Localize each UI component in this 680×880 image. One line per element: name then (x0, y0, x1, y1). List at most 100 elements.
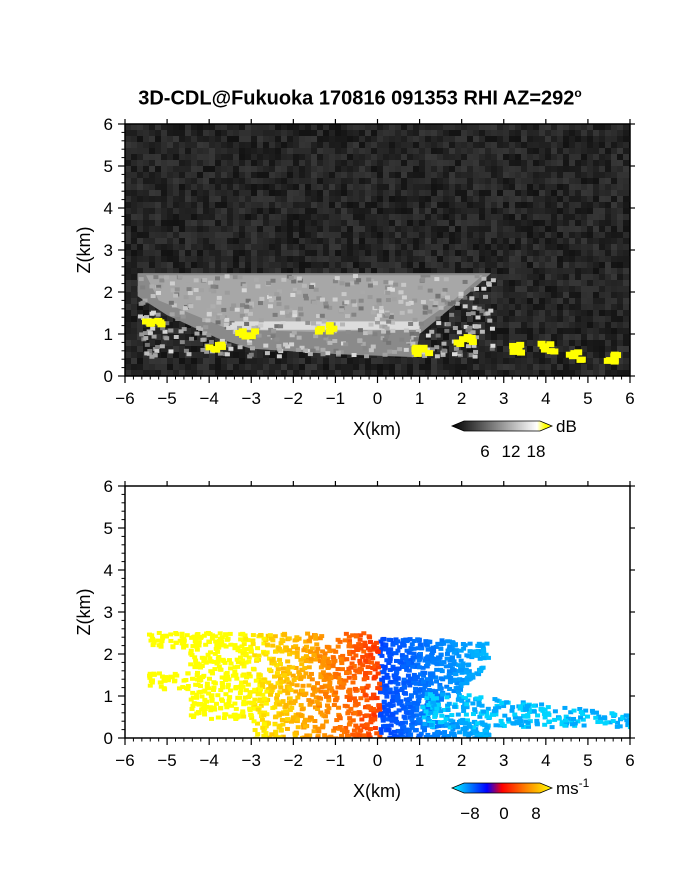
noise-pixel (125, 148, 131, 154)
noise-pixel (605, 268, 611, 274)
strong-return (411, 346, 420, 353)
noise-pixel (533, 364, 539, 370)
negative-velocity-pixel (380, 642, 386, 647)
noise-pixel (425, 232, 431, 238)
noise-pixel (227, 148, 233, 154)
noise-pixel (437, 370, 443, 376)
noise-pixel (359, 190, 365, 196)
negative-velocity-pixel (388, 679, 394, 684)
echo-pixel (182, 306, 188, 311)
echo-pixel (338, 350, 344, 355)
noise-pixel (371, 370, 377, 376)
noise-pixel (155, 172, 161, 178)
noise-pixel (491, 352, 497, 358)
noise-pixel (383, 178, 389, 184)
noise-pixel (605, 202, 611, 208)
noise-pixel (527, 262, 533, 268)
noise-pixel (569, 232, 575, 238)
noise-pixel (311, 160, 317, 166)
noise-pixel (617, 202, 623, 208)
noise-pixel (305, 172, 311, 178)
noise-pixel (479, 352, 485, 358)
colorbar-db (450, 420, 554, 432)
noise-pixel (461, 136, 467, 142)
noise-pixel (173, 190, 179, 196)
noise-pixel (605, 352, 611, 358)
noise-pixel (557, 370, 563, 376)
noise-pixel (521, 238, 527, 244)
noise-pixel (551, 286, 557, 292)
noise-pixel (413, 226, 419, 232)
noise-pixel (545, 178, 551, 184)
noise-pixel (431, 184, 437, 190)
negative-velocity-pixel (422, 658, 428, 663)
negative-velocity-pixel (381, 699, 387, 704)
echo-pixel (246, 338, 252, 343)
noise-pixel (125, 364, 131, 370)
noise-pixel (617, 358, 623, 364)
noise-pixel (227, 172, 233, 178)
negative-velocity-pixel (454, 681, 460, 686)
noise-pixel (575, 250, 581, 256)
noise-pixel (605, 244, 611, 250)
noise-pixel (281, 148, 287, 154)
noise-pixel (533, 136, 539, 142)
noise-pixel (203, 160, 209, 166)
echo-pixel (370, 344, 376, 349)
noise-pixel (317, 136, 323, 142)
echo-pixel (159, 344, 165, 349)
noise-pixel (623, 238, 629, 244)
noise-pixel (401, 142, 407, 148)
noise-pixel (173, 214, 179, 220)
echo-pixel (456, 330, 462, 335)
negative-velocity-pixel (447, 639, 453, 644)
noise-pixel (251, 196, 257, 202)
noise-pixel (485, 232, 491, 238)
noise-pixel (173, 130, 179, 136)
noise-pixel (131, 268, 137, 274)
strong-return (142, 318, 151, 325)
noise-pixel (461, 178, 467, 184)
echo-pixel (486, 281, 492, 286)
noise-pixel (461, 142, 467, 148)
noise-pixel (191, 124, 197, 130)
noise-pixel (563, 184, 569, 190)
noise-pixel (341, 130, 347, 136)
noise-pixel (197, 220, 203, 226)
noise-pixel (383, 226, 389, 232)
noise-pixel (221, 178, 227, 184)
noise-pixel (311, 172, 317, 178)
noise-pixel (599, 280, 605, 286)
noise-pixel (449, 244, 455, 250)
noise-pixel (311, 124, 317, 130)
noise-pixel (431, 214, 437, 220)
echo-pixel (368, 322, 374, 327)
noise-pixel (491, 184, 497, 190)
echo-pixel (266, 281, 272, 286)
strong-return (546, 348, 555, 355)
noise-pixel (161, 244, 167, 250)
negative-velocity-pixel (412, 728, 418, 733)
noise-pixel (497, 130, 503, 136)
echo-pixel (472, 354, 478, 359)
noise-pixel (185, 244, 191, 250)
noise-pixel (419, 148, 425, 154)
noise-pixel (347, 166, 353, 172)
negative-velocity-pixel (455, 689, 461, 694)
noise-pixel (497, 232, 503, 238)
noise-pixel (539, 328, 545, 334)
noise-pixel (191, 250, 197, 256)
negative-velocity-pixel (437, 655, 443, 660)
noise-pixel (227, 130, 233, 136)
noise-pixel (233, 142, 239, 148)
noise-pixel (557, 334, 563, 340)
negative-velocity-pixel (406, 679, 412, 684)
noise-pixel (491, 310, 497, 316)
noise-pixel (317, 214, 323, 220)
noise-pixel (311, 142, 317, 148)
noise-pixel (473, 184, 479, 190)
noise-pixel (197, 172, 203, 178)
echo-pixel (297, 278, 303, 283)
noise-pixel (593, 220, 599, 226)
noise-pixel (287, 364, 293, 370)
